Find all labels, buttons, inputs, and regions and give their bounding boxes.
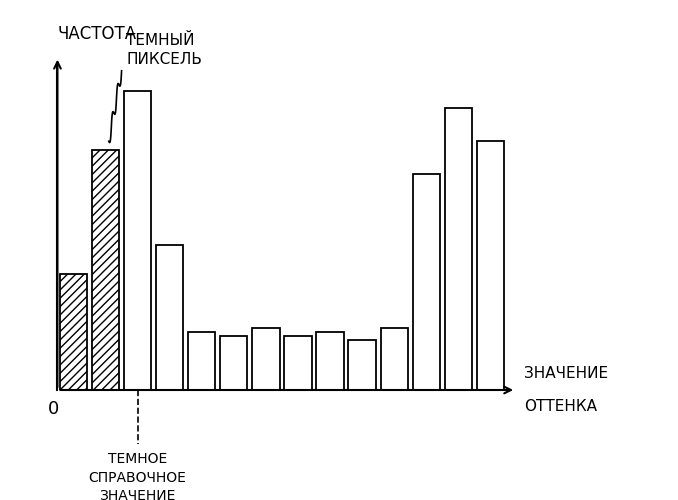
Text: ЧАСТОТА: ЧАСТОТА bbox=[58, 25, 136, 43]
Bar bbox=[477, 141, 504, 390]
Bar bbox=[252, 328, 279, 390]
Bar bbox=[317, 332, 344, 390]
Text: ОТТЕНКА: ОТТЕНКА bbox=[524, 399, 597, 414]
Bar bbox=[380, 328, 407, 390]
Text: ТЕМНОЕ
СПРАВОЧНОЕ
ЗНАЧЕНИЕ: ТЕМНОЕ СПРАВОЧНОЕ ЗНАЧЕНИЕ bbox=[89, 452, 186, 500]
Bar bbox=[92, 150, 119, 390]
Bar bbox=[188, 332, 216, 390]
Bar bbox=[284, 336, 312, 390]
Text: ТЕМНЫЙ
ПИКСЕЛЬ: ТЕМНЫЙ ПИКСЕЛЬ bbox=[126, 33, 202, 66]
Bar bbox=[124, 92, 151, 390]
Text: ЗНАЧЕНИЕ: ЗНАЧЕНИЕ bbox=[524, 366, 608, 381]
Bar bbox=[413, 174, 440, 390]
Bar bbox=[348, 340, 376, 390]
Bar bbox=[60, 274, 87, 390]
Bar bbox=[220, 336, 247, 390]
Bar bbox=[156, 245, 183, 390]
Bar bbox=[445, 108, 472, 390]
Text: 0: 0 bbox=[48, 400, 59, 418]
